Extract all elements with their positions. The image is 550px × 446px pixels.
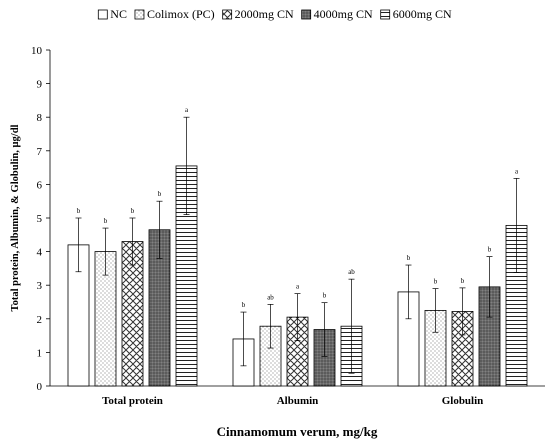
y-tick-label: 7 bbox=[37, 146, 43, 158]
x-axis: Total protein Albumin Globulin bbox=[50, 385, 545, 407]
category-label: Globulin bbox=[442, 395, 484, 407]
y-tick-label: 8 bbox=[37, 112, 43, 124]
significance-label: b bbox=[242, 301, 246, 309]
y-tick-label: 5 bbox=[37, 213, 43, 225]
significance-label: a bbox=[185, 106, 189, 114]
significance-label: b bbox=[407, 254, 411, 262]
legend-swatch bbox=[222, 9, 233, 20]
y-axis: 0 1 2 3 4 5 6 7 8 9 10 bbox=[31, 45, 51, 393]
y-axis-title: Total protein, Albumin, & Globulin, µg/d… bbox=[10, 124, 21, 311]
significance-label: b bbox=[323, 292, 327, 300]
significance-label: b bbox=[158, 190, 162, 198]
y-tick-label: 4 bbox=[37, 247, 43, 259]
significance-label: ab bbox=[267, 293, 274, 301]
significance-label: b bbox=[488, 246, 492, 254]
y-tick-label: 1 bbox=[37, 347, 43, 359]
significance-label: b bbox=[461, 277, 465, 285]
y-tick-label: 6 bbox=[37, 179, 43, 191]
legend-swatch bbox=[134, 9, 145, 20]
legend: NC Colimox (PC) 2000mg CN 4000mg CN 6000mg C… bbox=[97, 7, 452, 21]
legend-label: 6000mg CN bbox=[393, 7, 452, 21]
legend-label: 2000mg CN bbox=[235, 7, 294, 21]
legend-label: NC bbox=[110, 7, 127, 21]
legend-swatch bbox=[97, 9, 108, 20]
y-tick-label: 10 bbox=[31, 45, 43, 57]
category-label: Total protein bbox=[102, 395, 163, 407]
legend-swatch bbox=[301, 9, 312, 20]
significance-label: b bbox=[104, 217, 108, 225]
y-tick-label: 3 bbox=[37, 280, 43, 292]
significance-label: b bbox=[131, 207, 135, 215]
significance-label: a bbox=[515, 167, 519, 175]
significance-label: a bbox=[296, 283, 300, 291]
significance-label: ab bbox=[348, 268, 355, 276]
legend-label: 4000mg CN bbox=[314, 7, 373, 21]
y-tick-label: 2 bbox=[37, 314, 43, 326]
x-axis-title: Cinnamomum verum, mg/kg bbox=[217, 424, 378, 439]
category-label: Albumin bbox=[277, 395, 319, 407]
legend-swatch bbox=[380, 9, 391, 20]
legend-label: Colimox (PC) bbox=[147, 7, 215, 21]
significance-label: b bbox=[77, 207, 81, 215]
y-tick-label: 9 bbox=[37, 79, 43, 91]
significance-label: b bbox=[434, 278, 438, 286]
y-tick-label: 0 bbox=[37, 381, 43, 393]
